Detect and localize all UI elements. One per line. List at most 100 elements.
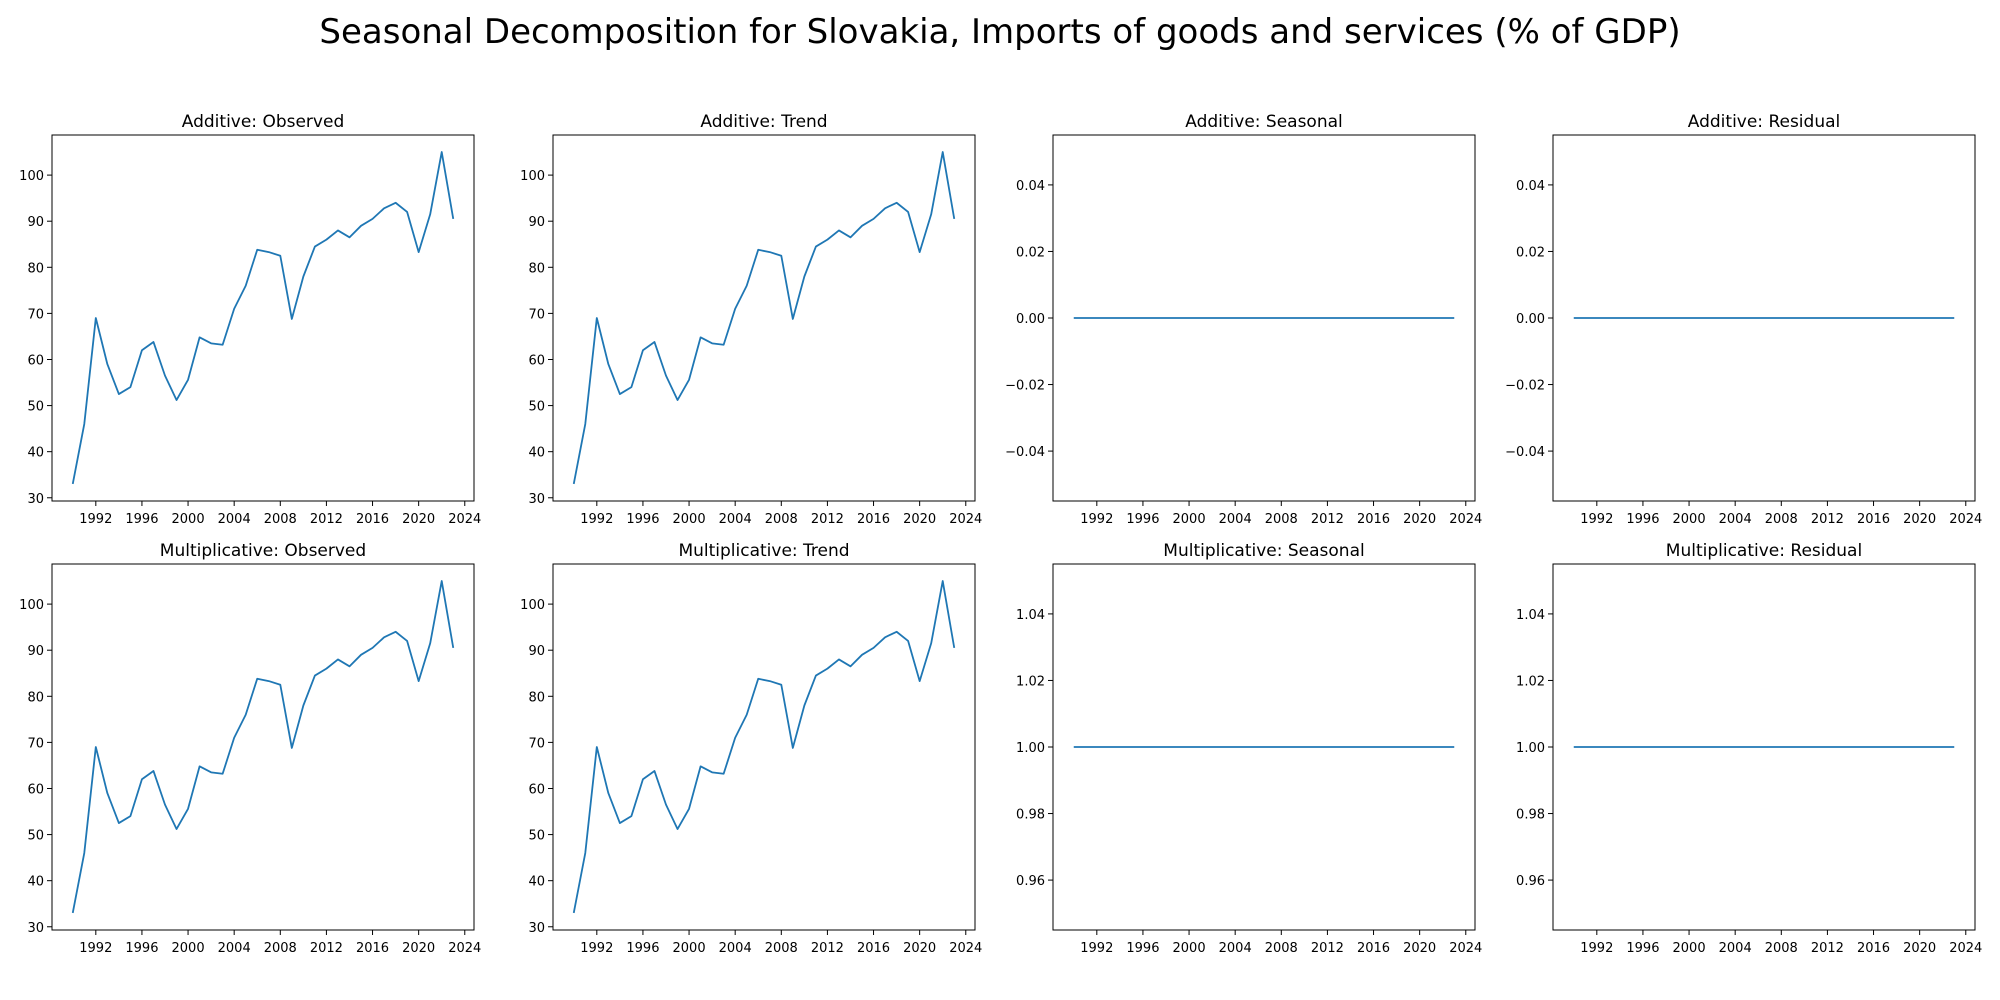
- x-tick-label: 2012: [1311, 941, 1344, 956]
- x-tick-label: 2020: [903, 941, 936, 956]
- y-tick-label: 70: [528, 307, 545, 322]
- subplot-2: Additive: Trend 1992 1996 2000 2004 2008 2012 2…: [520, 112, 982, 527]
- x-tick-label: 1996: [125, 512, 158, 527]
- subplot-title: Multiplicative: Observed: [160, 541, 366, 561]
- y-tick-label: 60: [27, 782, 44, 797]
- subplot-title: Additive: Trend: [700, 112, 827, 132]
- x-tick-label: 1996: [1126, 512, 1159, 527]
- x-tick-label: 1992: [1080, 512, 1113, 527]
- x-tick-label: 2012: [310, 941, 343, 956]
- x-tick-label: 2004: [1719, 941, 1752, 956]
- x-tick-label: 2004: [218, 512, 251, 527]
- x-tick-label: 1996: [1126, 941, 1159, 956]
- x-tick-label: 2012: [811, 941, 844, 956]
- y-tick-label: 1.00: [1516, 741, 1545, 756]
- subplot-7: Multiplicative: Seasonal 1992 1996 2000 2004…: [1016, 541, 1482, 956]
- axes-frame: [552, 134, 976, 502]
- y-tick-label: 80: [528, 261, 545, 276]
- y-tick-label: 0.04: [1516, 179, 1545, 194]
- y-tick-label: 30: [528, 921, 545, 936]
- axes-frame: [51, 134, 475, 502]
- x-tick-label: 2016: [857, 512, 890, 527]
- x-tick-label: 1992: [79, 941, 112, 956]
- y-tick-label: 50: [27, 400, 44, 415]
- x-tick-label: 2004: [719, 512, 752, 527]
- y-tick-label: 90: [528, 215, 545, 230]
- subplot-8: Multiplicative: Residual 1992 1996 2000 2004…: [1516, 541, 1982, 956]
- subplot-title: Additive: Observed: [182, 112, 344, 132]
- y-tick-label: 0.00: [1016, 312, 1045, 327]
- x-tick-label: 1996: [125, 941, 158, 956]
- subplot-3: Additive: Seasonal 1992 1996 2000 2004 2008 20…: [1005, 112, 1482, 527]
- x-tick-label: 2000: [1673, 941, 1706, 956]
- y-tick-label: 0.04: [1016, 179, 1045, 194]
- y-tick-label: 80: [528, 690, 545, 705]
- x-tick-label: 2000: [673, 512, 706, 527]
- x-tick-label: 2008: [1765, 512, 1798, 527]
- y-tick-label: 1.02: [1016, 674, 1045, 689]
- y-tick-label: 0.00: [1516, 312, 1545, 327]
- x-tick-label: 2020: [1903, 512, 1936, 527]
- subplot-title: Additive: Residual: [1688, 112, 1840, 132]
- x-tick-label: 1992: [1580, 941, 1613, 956]
- x-tick-label: 2020: [1903, 941, 1936, 956]
- y-tick-label: 40: [528, 875, 545, 890]
- y-tick-label: 100: [19, 598, 44, 613]
- x-tick-label: 2024: [448, 941, 481, 956]
- y-tick-label: −0.04: [1005, 445, 1045, 460]
- x-tick-label: 2004: [1219, 512, 1252, 527]
- x-tick-label: 2024: [448, 512, 481, 527]
- x-tick-label: 2008: [264, 941, 297, 956]
- y-tick-label: 70: [27, 307, 44, 322]
- y-tick-label: 40: [27, 875, 44, 890]
- y-tick-label: 50: [528, 829, 545, 844]
- y-tick-label: 100: [520, 598, 545, 613]
- subplot-title: Multiplicative: Residual: [1666, 541, 1862, 561]
- y-tick-label: −0.04: [1505, 445, 1545, 460]
- x-tick-label: 1992: [1580, 512, 1613, 527]
- y-tick-label: 30: [528, 492, 545, 507]
- x-tick-label: 1992: [580, 941, 613, 956]
- x-tick-label: 2016: [356, 941, 389, 956]
- axes-frame: [51, 563, 475, 931]
- y-tick-label: 40: [528, 446, 545, 461]
- y-tick-label: 60: [528, 782, 545, 797]
- x-tick-label: 2008: [1765, 941, 1798, 956]
- x-tick-label: 2016: [1857, 941, 1890, 956]
- y-tick-label: 0.02: [1016, 245, 1045, 260]
- subplot-4: Additive: Residual 1992 1996 2000 2004 2008 20…: [1505, 112, 1982, 527]
- y-tick-label: 1.02: [1516, 674, 1545, 689]
- x-tick-label: 2000: [172, 941, 205, 956]
- x-tick-label: 2012: [811, 512, 844, 527]
- subplot-6: Multiplicative: Trend 1992 1996 2000 2004 200…: [520, 541, 982, 956]
- x-tick-label: 2008: [1265, 941, 1298, 956]
- x-tick-label: 2012: [1311, 512, 1344, 527]
- y-tick-label: −0.02: [1505, 379, 1545, 394]
- y-tick-label: 30: [27, 492, 44, 507]
- x-tick-label: 2016: [1857, 512, 1890, 527]
- y-tick-label: 1.04: [1516, 608, 1545, 623]
- x-tick-label: 2000: [1673, 512, 1706, 527]
- x-tick-label: 2024: [1449, 941, 1482, 956]
- axes-frame: [552, 563, 976, 931]
- x-tick-label: 1992: [79, 512, 112, 527]
- y-tick-label: 90: [27, 644, 44, 659]
- x-tick-label: 2024: [949, 512, 982, 527]
- y-tick-label: 90: [27, 215, 44, 230]
- x-tick-label: 1996: [1626, 941, 1659, 956]
- y-tick-label: 50: [528, 400, 545, 415]
- x-tick-label: 2020: [903, 512, 936, 527]
- series-line: [572, 151, 956, 485]
- y-tick-label: 30: [27, 921, 44, 936]
- x-tick-label: 2016: [1357, 512, 1390, 527]
- x-tick-label: 2000: [172, 512, 205, 527]
- x-tick-label: 1992: [1080, 941, 1113, 956]
- subplot-title: Multiplicative: Trend: [678, 541, 849, 561]
- x-tick-label: 1992: [580, 512, 613, 527]
- x-tick-label: 2024: [1949, 941, 1982, 956]
- x-tick-label: 2020: [402, 512, 435, 527]
- x-tick-label: 2004: [1219, 941, 1252, 956]
- y-tick-label: 60: [27, 353, 44, 368]
- x-tick-label: 2024: [1449, 512, 1482, 527]
